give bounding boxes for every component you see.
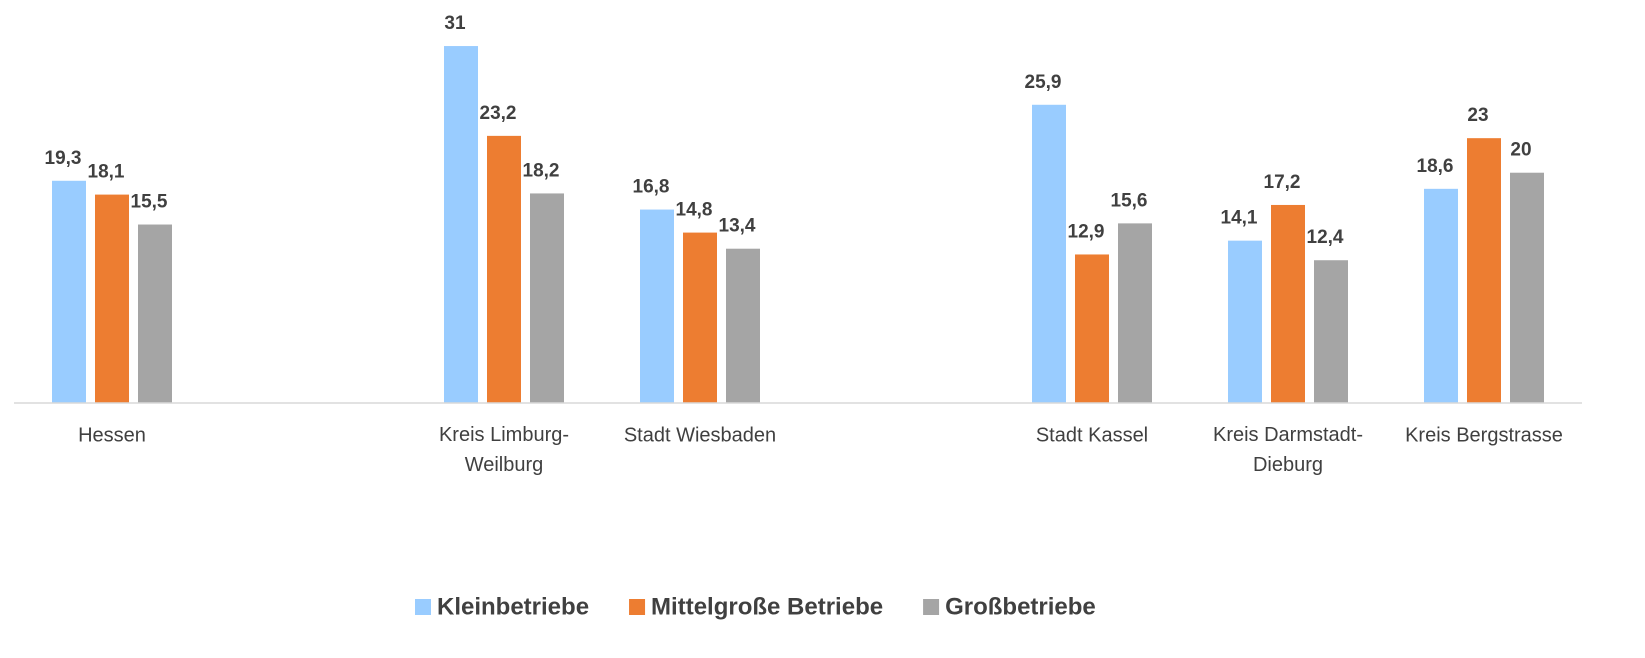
legend-label: Mittelgroße Betriebe [651, 593, 883, 620]
bar [530, 193, 564, 403]
x-tick-label: Kreis Limburg- Weilburg [439, 424, 569, 476]
x-tick-label-line: Dieburg [1253, 454, 1323, 476]
bar [683, 232, 717, 403]
data-label: 19,3 [45, 148, 82, 169]
bar [726, 248, 760, 403]
data-label: 18,1 [88, 162, 125, 183]
data-label: 15,5 [131, 192, 168, 213]
x-tick-label-line: Kreis Limburg- [439, 424, 569, 446]
bar [138, 224, 172, 403]
data-label: 20 [1510, 140, 1531, 161]
data-label: 13,4 [719, 216, 756, 237]
x-tick-label-line: Kreis Darmstadt- [1213, 424, 1363, 446]
data-label: 14,1 [1221, 208, 1258, 229]
bar [1510, 172, 1544, 403]
data-label: 12,9 [1068, 221, 1105, 242]
data-label: 14,8 [676, 200, 713, 221]
legend-label: Kleinbetriebe [437, 593, 589, 620]
x-tick-label-line: Weilburg [465, 454, 544, 476]
bar [1075, 254, 1109, 403]
data-label: 31 [444, 13, 466, 34]
bar [640, 209, 674, 403]
data-label: 23,2 [480, 103, 517, 124]
data-label: 12,4 [1307, 227, 1344, 248]
bar [444, 46, 478, 404]
data-label: 18,2 [523, 160, 560, 181]
x-tick-label: Kreis Bergstrasse [1405, 424, 1563, 446]
data-label: 18,6 [1417, 156, 1454, 177]
bar [95, 194, 129, 403]
legend-swatch [415, 599, 431, 615]
x-tick-label: Stadt Kassel [1036, 424, 1148, 446]
data-label: 17,2 [1264, 172, 1301, 193]
x-tick-label: Hessen [78, 424, 146, 446]
bar [1314, 260, 1348, 403]
bar [1467, 138, 1501, 403]
bar [1118, 223, 1152, 403]
bar [1424, 188, 1458, 403]
data-label: 15,6 [1111, 190, 1148, 211]
legend-swatch [629, 599, 646, 615]
legend-swatch [923, 599, 940, 615]
bar [1271, 204, 1305, 403]
x-tick-label: Stadt Wiesbaden [624, 424, 776, 446]
bar [52, 180, 86, 403]
data-label: 16,8 [633, 177, 670, 198]
data-label: 23 [1467, 105, 1488, 126]
bar [487, 135, 521, 403]
x-tick-label: Kreis Darmstadt- Dieburg [1213, 424, 1363, 476]
bar [1228, 240, 1262, 403]
bar [1032, 104, 1066, 403]
data-label: 25,9 [1025, 72, 1062, 93]
legend-label: Großbetriebe [945, 593, 1096, 620]
